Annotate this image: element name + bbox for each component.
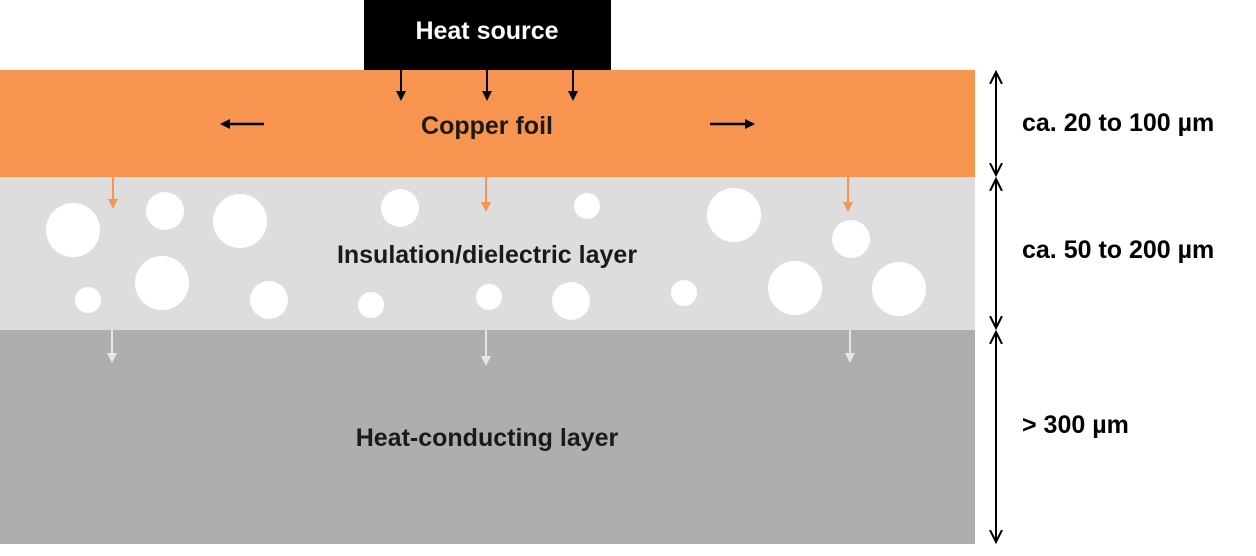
filler-particle — [476, 284, 502, 310]
conducting-thickness-label: > 300 µm — [1022, 411, 1129, 439]
filler-particle — [381, 189, 419, 227]
insulation-to-conducting-arrows — [107, 330, 855, 366]
insulation-layer-label: Insulation/dielectric layer — [337, 241, 637, 269]
filler-particle — [768, 261, 822, 315]
filler-particle — [574, 193, 600, 219]
filler-particle — [213, 194, 267, 248]
filler-particle — [358, 292, 384, 318]
filler-particle — [75, 287, 101, 313]
filler-particles — [46, 188, 926, 320]
filler-particle — [250, 281, 288, 319]
filler-particle — [552, 282, 590, 320]
copper-foil-label: Copper foil — [421, 112, 553, 140]
heat-input-arrows — [396, 70, 578, 101]
insulation-thickness-label: ca. 50 to 200 µm — [1022, 236, 1214, 264]
filler-particle — [872, 262, 926, 316]
filler-particle — [832, 220, 870, 258]
heat-source-block — [364, 0, 611, 70]
heat-conducting-layer-label: Heat-conducting layer — [356, 424, 619, 452]
filler-particle — [146, 192, 184, 230]
filler-particle — [135, 256, 189, 310]
filler-particle — [671, 280, 697, 306]
filler-particle — [46, 203, 100, 257]
copper-to-insulation-arrows — [108, 177, 853, 212]
heat-source-label: Heat source — [415, 17, 558, 45]
copper-thickness-label: ca. 20 to 100 µm — [1022, 109, 1214, 137]
filler-particle — [707, 188, 761, 242]
